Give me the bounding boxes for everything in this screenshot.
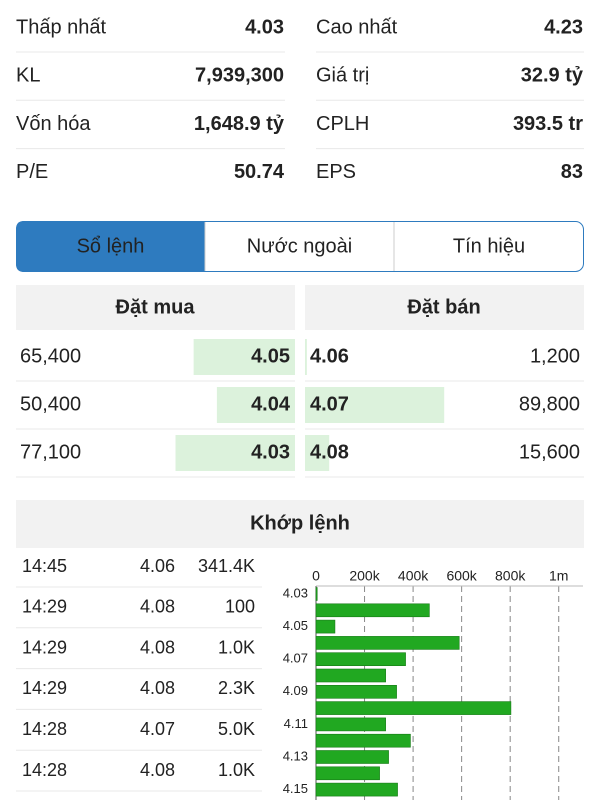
- match-price: 4.08: [140, 637, 175, 657]
- ask-price: 4.07: [310, 393, 349, 415]
- match-time: 14:29: [22, 678, 67, 698]
- bid-volume: 50,400: [20, 393, 81, 415]
- bar: [315, 782, 398, 797]
- bid-volume-bar: [175, 435, 295, 471]
- bar: [315, 587, 318, 601]
- bar: [315, 652, 406, 667]
- stat-label: Cao nhất: [316, 16, 398, 38]
- header-bg: [16, 285, 295, 330]
- header-bg: [305, 285, 584, 330]
- ask-header: Đặt bán: [407, 296, 480, 318]
- match-volume: 2.3K: [218, 678, 255, 698]
- match-volume: 100: [225, 597, 255, 617]
- bar: [315, 684, 397, 699]
- ask-price: 4.08: [310, 441, 349, 463]
- matches-title: Khớp lệnh: [250, 512, 350, 534]
- match-price: 4.08: [140, 597, 175, 617]
- x-tick-label: 800k: [495, 568, 526, 584]
- bar: [315, 619, 336, 634]
- tab[interactable]: Sổ lệnh: [77, 235, 145, 257]
- y-tick-label: 4.03: [283, 585, 308, 600]
- stat-value: 7,939,300: [195, 65, 284, 87]
- match-price: 4.06: [140, 556, 175, 576]
- y-tick-label: 4.13: [283, 748, 308, 763]
- ask-volume: 1,200: [530, 345, 580, 367]
- ask-volume-bar: [305, 339, 307, 375]
- tab-active-bg: [16, 221, 205, 272]
- stat-value: 50.74: [234, 161, 285, 183]
- stat-label: CPLH: [316, 113, 369, 135]
- bar: [315, 750, 389, 764]
- stat-label: Giá trị: [316, 65, 369, 87]
- y-tick-label: 4.11: [284, 716, 308, 731]
- stat-value: 83: [561, 161, 583, 183]
- ask-volume-bar: [305, 387, 445, 423]
- bar: [315, 668, 386, 683]
- header-bg: [16, 500, 584, 548]
- match-volume: 1.0K: [218, 760, 255, 780]
- match-price: 4.08: [140, 678, 175, 698]
- bar: [315, 701, 512, 715]
- match-time: 14:28: [22, 719, 67, 739]
- ask-volume: 89,800: [519, 393, 580, 415]
- bid-price: 4.04: [251, 393, 291, 415]
- bar: [315, 717, 386, 732]
- x-tick-label: 600k: [446, 568, 477, 584]
- stat-label: EPS: [316, 161, 356, 183]
- match-volume: 341.4K: [198, 556, 255, 576]
- x-tick-label: 200k: [349, 568, 380, 584]
- y-tick-label: 4.09: [283, 683, 308, 698]
- bar: [315, 733, 411, 748]
- match-time: 14:29: [22, 637, 67, 657]
- ask-volume: 15,600: [519, 441, 580, 463]
- stat-label: Vốn hóa: [16, 113, 91, 135]
- bar: [315, 603, 430, 618]
- bar: [315, 636, 460, 650]
- stat-value: 4.23: [544, 16, 583, 38]
- stat-label: KL: [16, 65, 40, 87]
- bid-volume: 77,100: [20, 441, 81, 463]
- match-price: 4.08: [140, 760, 175, 780]
- match-volume: 5.0K: [218, 719, 255, 739]
- bid-header: Đặt mua: [116, 296, 196, 318]
- tab[interactable]: Tín hiệu: [453, 235, 525, 257]
- x-tick-label: 1m: [549, 568, 568, 584]
- match-time: 14:28: [22, 760, 67, 780]
- ask-volume-bar: [305, 435, 330, 471]
- y-tick-label: 4.05: [283, 618, 308, 633]
- y-tick-label: 4.15: [283, 781, 308, 796]
- match-price: 4.07: [140, 719, 175, 739]
- y-tick-label: 4.07: [283, 651, 308, 666]
- match-time: 14:45: [22, 556, 67, 576]
- ask-price: 4.06: [310, 345, 349, 367]
- match-time: 14:29: [22, 597, 67, 617]
- x-tick-label: 400k: [398, 568, 429, 584]
- stat-value: 4.03: [245, 16, 284, 38]
- stat-value: 1,648.9 tỷ: [194, 113, 285, 135]
- stat-value: 32.9 tỷ: [521, 65, 584, 87]
- bid-volume: 65,400: [20, 345, 81, 367]
- bid-volume-bar: [216, 387, 295, 423]
- bid-price: 4.03: [251, 441, 290, 463]
- tab[interactable]: Nước ngoài: [247, 235, 352, 257]
- bar: [315, 766, 380, 781]
- stat-label: Thấp nhất: [16, 16, 107, 38]
- stat-value: 393.5 tr: [513, 113, 583, 135]
- match-volume: 1.0K: [218, 637, 255, 657]
- bid-volume-bar: [193, 339, 295, 375]
- bid-price: 4.05: [251, 345, 290, 367]
- x-tick-label: 0: [312, 568, 320, 584]
- stat-label: P/E: [16, 161, 48, 183]
